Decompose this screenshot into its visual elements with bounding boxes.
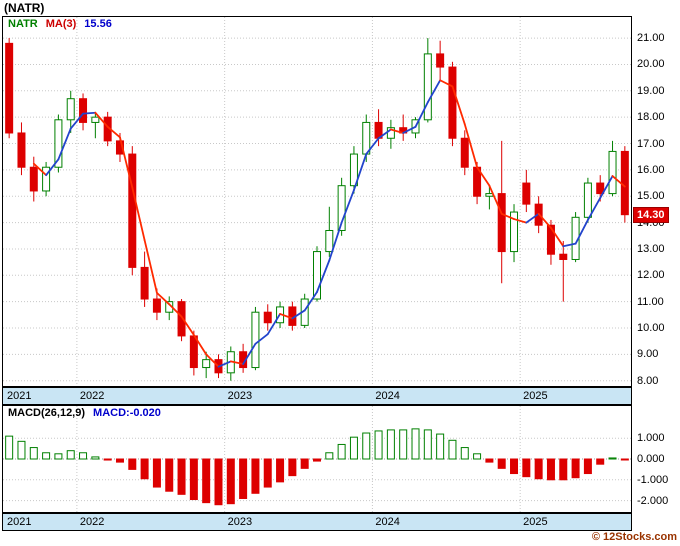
price-y-axis: 21.0020.0019.0018.0017.0016.0015.0014.00… bbox=[635, 17, 680, 387]
x-axis-year-label: 2025 bbox=[523, 390, 548, 402]
ma-line-group bbox=[32, 79, 626, 368]
ma-value: 15.56 bbox=[84, 18, 112, 30]
price-chart-canvas bbox=[3, 17, 631, 386]
y-axis-tick-label: 18.00 bbox=[637, 111, 665, 124]
x-axis-year-label: 2021 bbox=[7, 516, 32, 528]
x-axis-year-label: 2021 bbox=[7, 390, 32, 402]
macd-label: MACD(26,12,9) bbox=[8, 407, 86, 419]
y-axis-tick-label: 16.00 bbox=[637, 163, 665, 176]
y-axis-tick-label: 8.00 bbox=[637, 374, 659, 387]
y-axis-tick-label: 11.00 bbox=[637, 295, 664, 308]
x-axis-year-label: 2025 bbox=[523, 516, 548, 528]
price-grid bbox=[3, 17, 631, 386]
macd-chart-canvas bbox=[3, 406, 631, 512]
y-axis-tick-label: 9.00 bbox=[637, 348, 659, 361]
y-axis-tick-label: 12.00 bbox=[637, 269, 665, 282]
y-axis-tick-label: 10.00 bbox=[637, 322, 665, 334]
x-axis-year-label: 2024 bbox=[375, 516, 400, 528]
price-legend: NATR MA(3) 15.56 bbox=[8, 18, 112, 30]
y-axis-tick-label: 20.00 bbox=[637, 58, 665, 71]
macd-legend: MACD(26,12,9) MACD:-0.020 bbox=[8, 407, 161, 419]
y-axis-tick-label: 15.00 bbox=[637, 190, 665, 203]
y-axis-tick-label: 1.000 bbox=[637, 432, 665, 445]
price-x-axis-band: 2021 2022 2023 2024 2025 bbox=[2, 387, 632, 405]
macd-panel: MACD(26,12,9) MACD:-0.020 bbox=[2, 405, 632, 513]
x-axis-year-label: 2023 bbox=[227, 516, 253, 528]
y-axis-tick-label: 13.00 bbox=[637, 242, 665, 255]
macd-bars-group bbox=[5, 428, 629, 506]
y-axis-tick-label: 21.00 bbox=[637, 32, 665, 45]
macd-x-axis-band: 2021 2022 2023 2024 2025 bbox=[2, 513, 632, 531]
y-axis-tick-label: -2.000 bbox=[637, 494, 669, 507]
y-axis-tick-label: 0.000 bbox=[637, 453, 665, 465]
y-axis-tick-label: -1.000 bbox=[637, 473, 669, 486]
price-panel: NATR MA(3) 15.56 bbox=[2, 16, 632, 387]
ma-label: MA(3) bbox=[45, 18, 77, 30]
macd-y-axis: 1.000 0.000 -1.000 -2.000 bbox=[635, 406, 680, 512]
x-axis-year-label: 2024 bbox=[375, 390, 400, 402]
macd-value: MACD:-0.020 bbox=[93, 407, 161, 419]
x-axis-year-label: 2022 bbox=[79, 390, 105, 402]
page-title: (NATR) bbox=[4, 1, 45, 15]
copyright: © 12Stocks.com bbox=[591, 531, 677, 543]
candles-group bbox=[5, 38, 629, 381]
symbol-label: NATR bbox=[8, 18, 38, 30]
y-axis-tick-label: 19.00 bbox=[637, 84, 665, 97]
last-price-tag: 14.30 bbox=[633, 206, 669, 223]
x-axis-year-label: 2022 bbox=[79, 516, 105, 528]
y-axis-tick-label: 17.00 bbox=[637, 137, 665, 150]
x-axis-year-label: 2023 bbox=[227, 390, 253, 402]
